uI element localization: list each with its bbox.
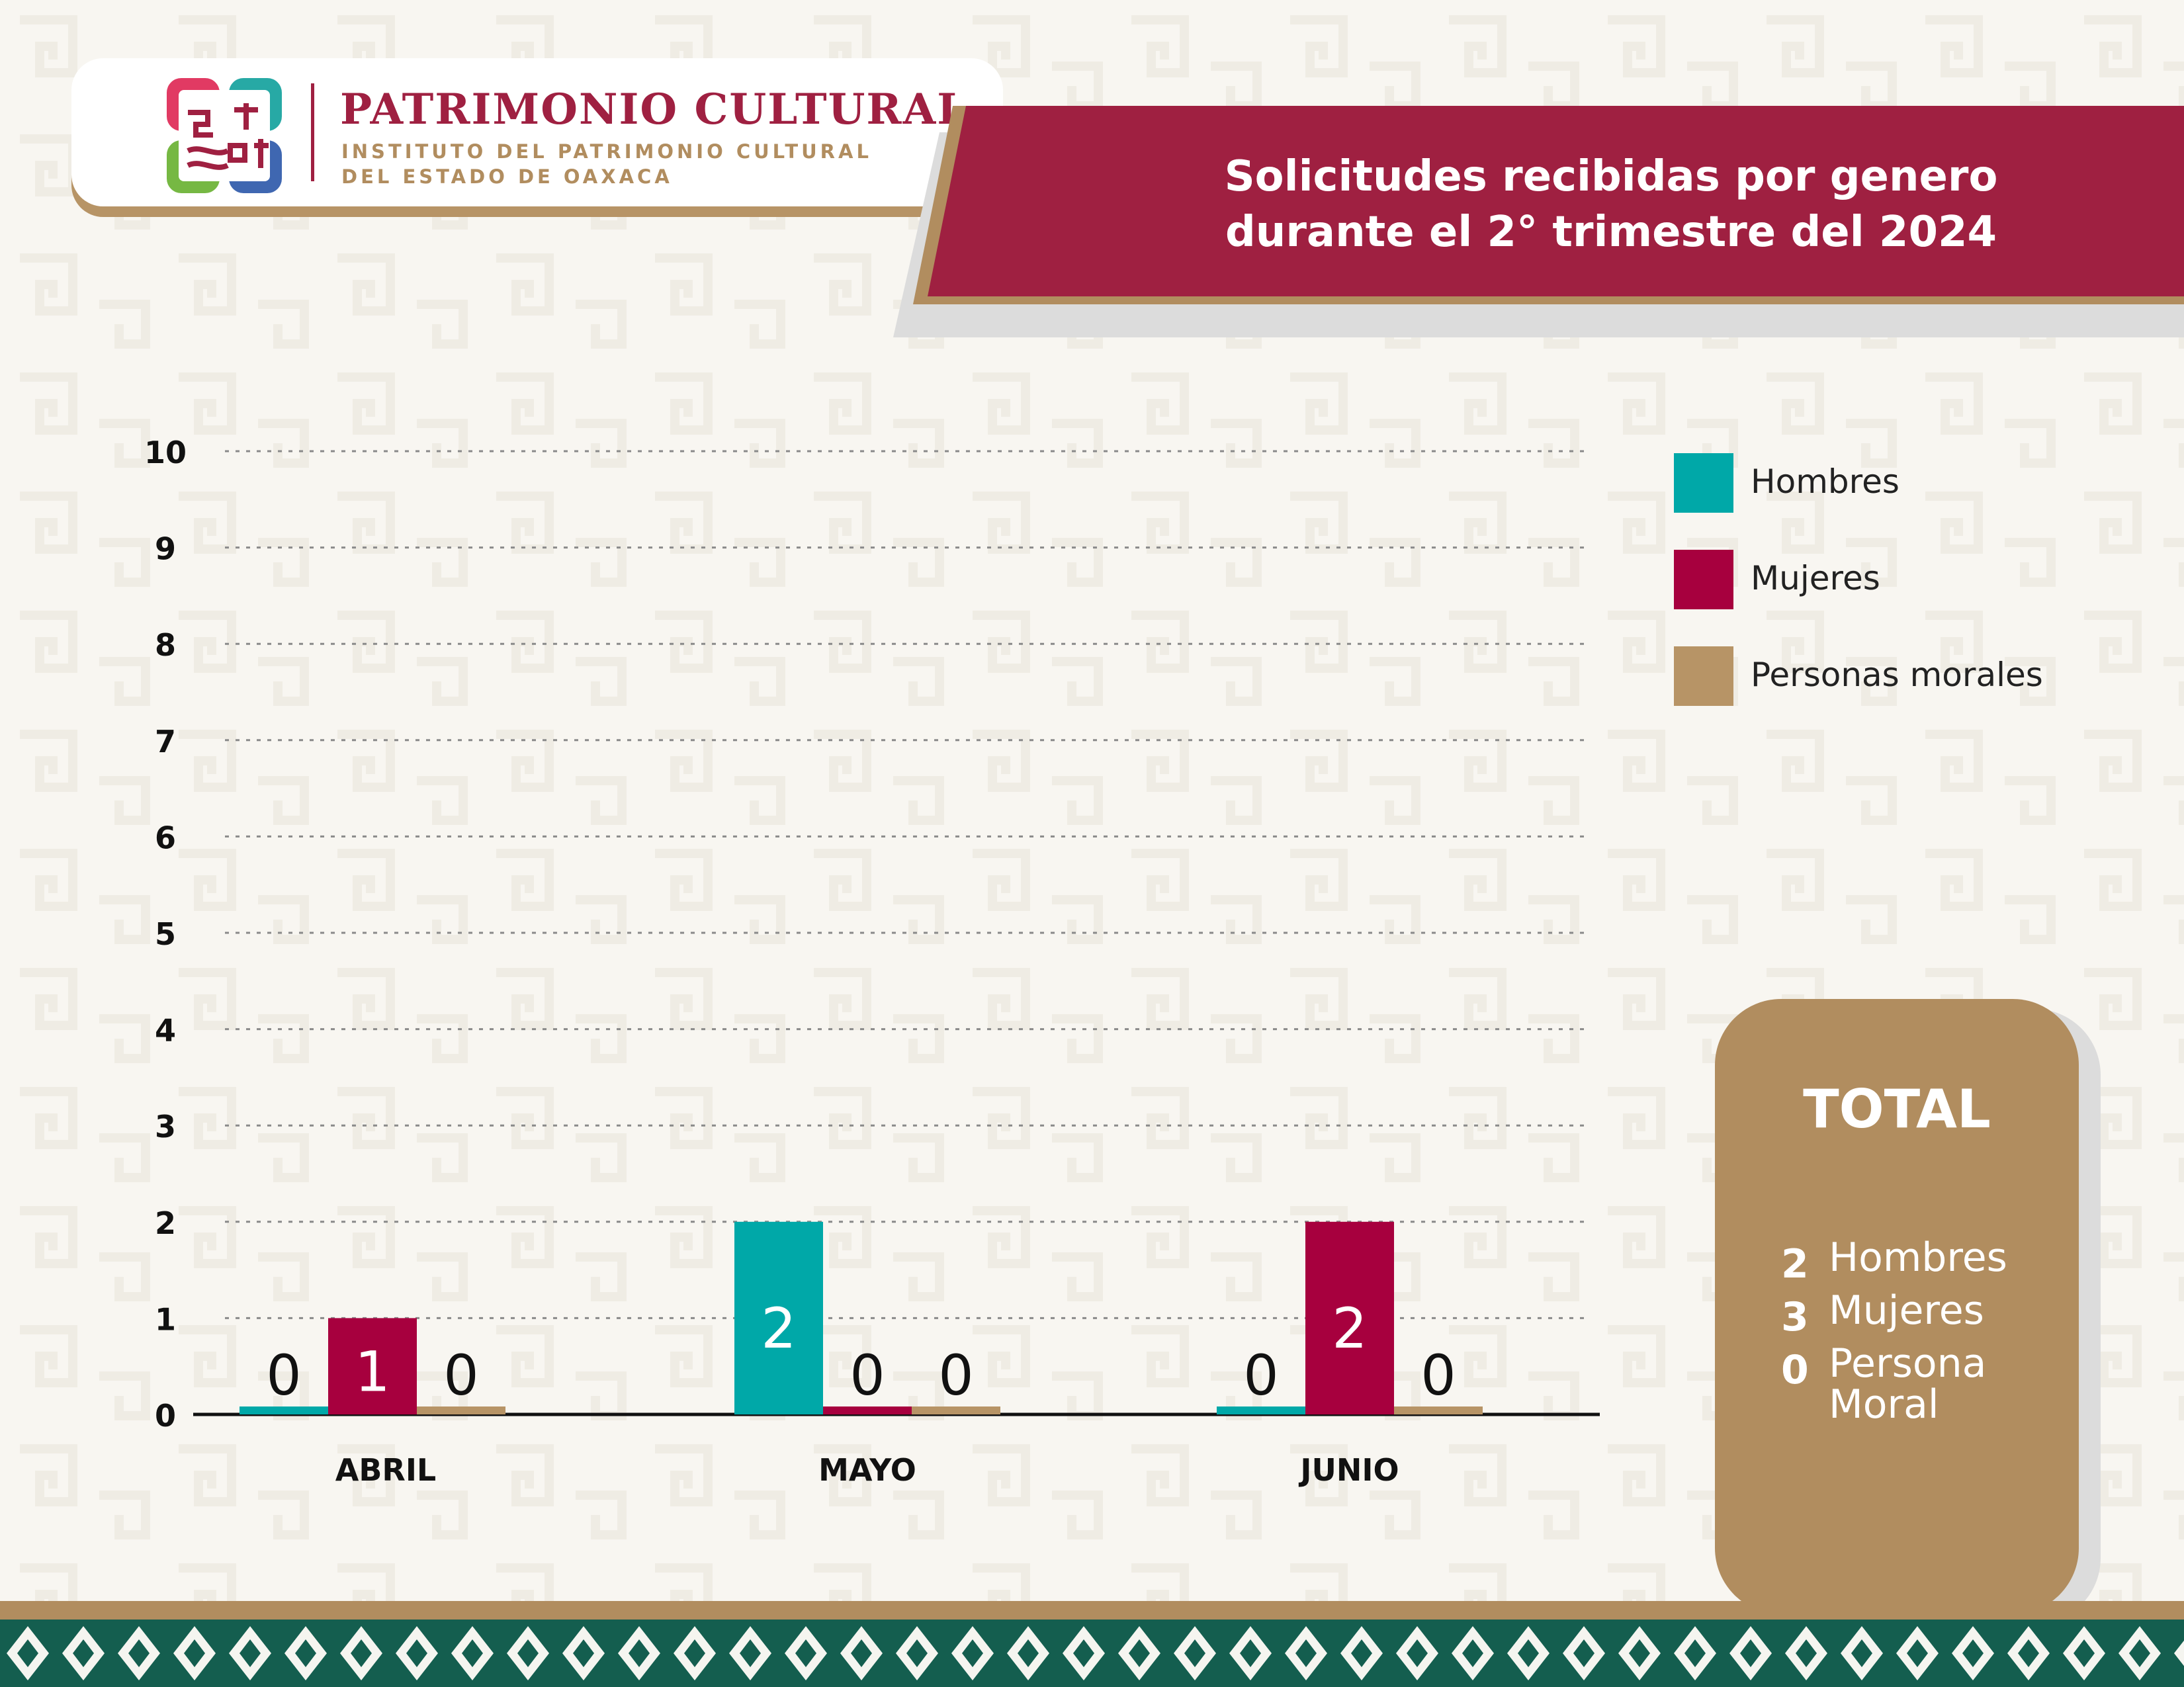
bar-personas-morales-mayo <box>912 1406 1000 1414</box>
bar-hombres-abril <box>240 1406 328 1414</box>
data-label: 0 <box>266 1343 301 1408</box>
chart-title-line1: Solicitudes recibidas por genero <box>1224 152 1998 201</box>
legend-swatch-personas-morales <box>1674 646 1733 706</box>
x-tick-label-junio: JUNIO <box>1298 1452 1399 1488</box>
total-label-persona-moral: Persona Moral <box>1829 1340 1987 1428</box>
y-tick-label: 4 <box>155 1013 176 1049</box>
legend-swatch-mujeres <box>1674 550 1733 609</box>
y-tick-label: 8 <box>155 627 176 663</box>
institute-name: PATRIMONIO CULTURAL <box>340 85 969 134</box>
total-title: TOTAL <box>1803 1078 1991 1140</box>
bar-mujeres-junio <box>1305 1221 1394 1414</box>
data-label: 2 <box>1332 1296 1367 1361</box>
y-tick-label: 2 <box>155 1205 176 1241</box>
legend-label-personas-morales: Personas morales <box>1751 656 2043 694</box>
data-label: 0 <box>443 1343 478 1408</box>
y-tick-label: 7 <box>155 724 176 759</box>
institute-logo-icon <box>167 78 282 193</box>
data-label: 0 <box>1420 1343 1456 1408</box>
legend-label-hombres: Hombres <box>1751 462 1900 501</box>
logo-card: PATRIMONIO CULTURAL INSTITUTO DEL PATRIM… <box>71 58 1003 206</box>
bar-personas-morales-junio <box>1394 1406 1483 1414</box>
bar-hombres-mayo <box>734 1221 823 1414</box>
footer-gold-line <box>0 1601 2184 1620</box>
data-label: 2 <box>761 1296 796 1361</box>
x-tick-label-abril: ABRIL <box>335 1452 437 1488</box>
bar-mujeres-abril <box>328 1318 417 1414</box>
data-label: 0 <box>1243 1343 1278 1408</box>
data-label: 1 <box>355 1339 390 1404</box>
chart-title: Solicitudes recibidas por genero durante… <box>1098 149 2124 260</box>
legend-label-mujeres: Mujeres <box>1751 559 1880 597</box>
bar-mujeres-mayo <box>823 1406 912 1414</box>
chart-title-line2: durante el 2° trimestre del 2024 <box>1225 208 1997 257</box>
legend-swatch-hombres <box>1674 453 1733 513</box>
total-label-hombres: Hombres <box>1829 1234 2007 1281</box>
y-tick-label: 0 <box>155 1398 176 1434</box>
total-value-persona-moral: 0 <box>1781 1347 1809 1393</box>
institute-subtitle-line1: INSTITUTO DEL PATRIMONIO CULTURAL <box>341 140 872 163</box>
logo-separator <box>311 83 314 181</box>
y-tick-label: 9 <box>155 531 176 567</box>
bar-hombres-junio <box>1217 1406 1305 1414</box>
y-tick-label: 3 <box>155 1109 176 1145</box>
y-tick-label: 5 <box>155 916 176 952</box>
footer-pattern <box>0 1620 2184 1687</box>
total-value-hombres: 2 <box>1781 1241 1809 1287</box>
x-tick-label-mayo: MAYO <box>818 1452 916 1488</box>
total-value-mujeres: 3 <box>1781 1294 1809 1340</box>
y-tick-label: 1 <box>155 1301 176 1337</box>
y-tick-label: 6 <box>155 820 176 855</box>
institute-subtitle-line2: DEL ESTADO DE OAXACA <box>341 165 673 188</box>
total-panel: TOTAL 2 Hombres 3 Mujeres 0 Persona Mora… <box>1715 999 2079 1614</box>
data-label: 0 <box>850 1343 885 1408</box>
bar-personas-morales-abril <box>417 1406 505 1414</box>
header-banner <box>913 106 2184 304</box>
total-label-mujeres: Mujeres <box>1829 1287 1984 1334</box>
data-label: 0 <box>938 1343 973 1408</box>
y-tick-label: 10 <box>144 435 187 470</box>
